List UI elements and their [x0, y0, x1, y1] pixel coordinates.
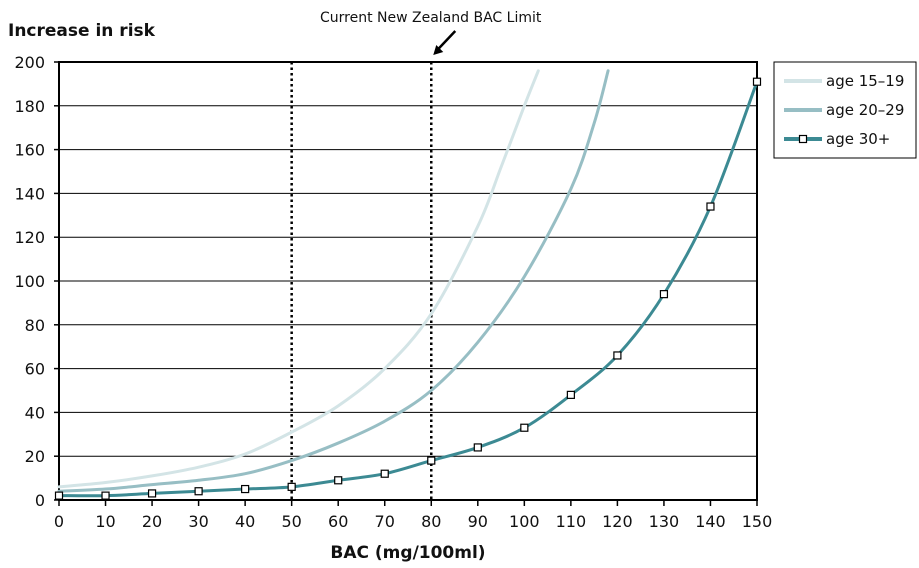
plot-area: 0 20 40 60 80 100 120 140 160 180 200 0 10 20 30 40 50 60…: [14, 30, 773, 531]
x-tick-label: 90: [468, 512, 488, 531]
data-point: [147, 489, 157, 498]
x-tick-label: 30: [188, 512, 208, 531]
x-axis-label: BAC (mg/100ml): [330, 543, 485, 563]
x-tick-label: 50: [281, 512, 301, 531]
y-axis-label: Increase in risk: [8, 21, 156, 41]
data-point: [659, 290, 669, 299]
x-tick-label: 110: [556, 512, 587, 531]
annotation-arrow: [437, 30, 457, 50]
data-point: [520, 423, 529, 432]
y-tick-label: 60: [25, 360, 45, 379]
data-point: [427, 456, 436, 465]
data-point: [752, 77, 762, 86]
data-point: [473, 443, 482, 452]
legend-marker: [798, 134, 808, 144]
data-point: [101, 491, 110, 500]
y-tick-label: 40: [25, 403, 45, 422]
y-tick-label: 20: [25, 447, 45, 466]
y-tick-label: 180: [14, 97, 45, 116]
series-line: [57, 69, 610, 493]
series-line: [57, 69, 540, 489]
series-line: [57, 80, 759, 498]
x-tick-label: 140: [695, 512, 726, 531]
x-tick-label: 20: [142, 512, 162, 531]
x-tick-label: 150: [742, 512, 773, 531]
x-tick-label: 120: [602, 512, 633, 531]
data-point: [613, 351, 622, 360]
y-tick-label: 200: [14, 53, 45, 72]
x-tick-label: 0: [54, 512, 64, 531]
x-tick-label: 100: [509, 512, 540, 531]
legend-label: age 15–19: [826, 72, 904, 90]
y-tick-label: 100: [14, 272, 45, 291]
y-tick-label: 0: [35, 491, 45, 510]
data-point: [706, 202, 715, 211]
x-tick-label: 10: [95, 512, 115, 531]
data-point: [287, 482, 296, 491]
legend-label: age 30+: [826, 130, 890, 148]
x-tick-label: 60: [328, 512, 348, 531]
limit-annotation: Current New Zealand BAC Limit: [320, 10, 542, 26]
y-tick-label: 120: [14, 228, 45, 247]
x-tick-label: 130: [649, 512, 680, 531]
legend-label: age 20–29: [826, 101, 904, 119]
x-tick-label: 80: [421, 512, 441, 531]
data-point: [566, 390, 575, 399]
y-tick-label: 160: [14, 141, 45, 160]
y-tick-label: 80: [25, 316, 45, 335]
x-tick-label: 40: [235, 512, 255, 531]
data-point: [54, 491, 64, 500]
data-point: [380, 469, 389, 478]
annotation-arrowhead: [433, 45, 444, 55]
data-point: [334, 476, 343, 485]
x-tick-label: 70: [375, 512, 395, 531]
data-point: [241, 484, 250, 494]
y-tick-label: 140: [14, 184, 45, 203]
legend: age 15–19 age 20–29 age 30+: [773, 61, 917, 159]
data-point: [194, 487, 203, 496]
